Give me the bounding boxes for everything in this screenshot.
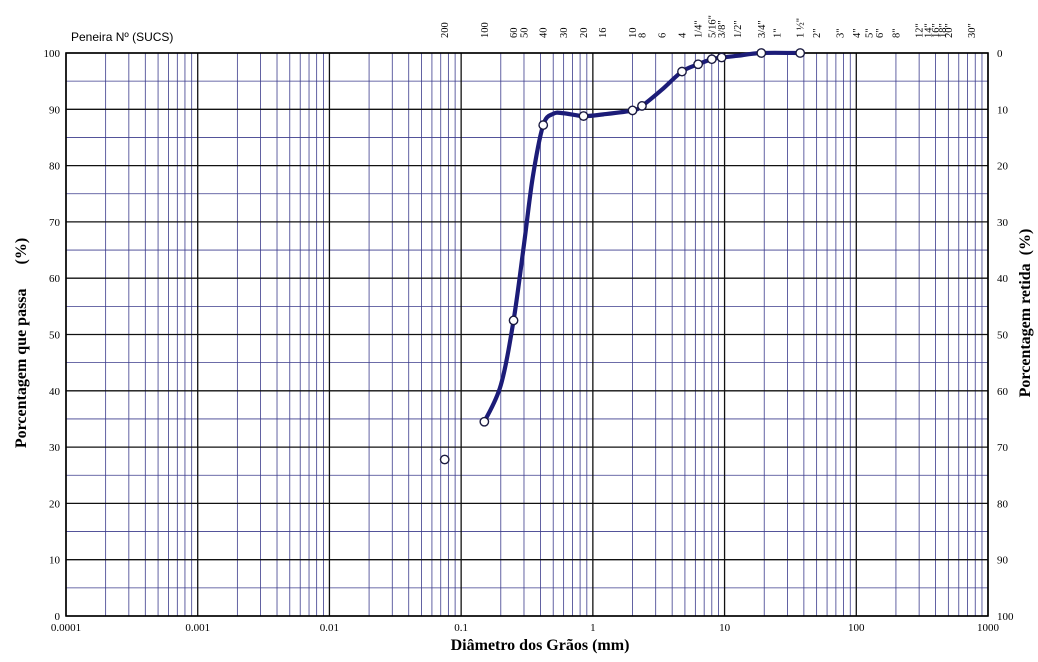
- sieve-label: 4": [852, 28, 863, 38]
- sieve-label: 1": [772, 28, 783, 38]
- sieve-label: 20: [579, 28, 590, 39]
- y-tick-label-left: 90: [49, 104, 61, 116]
- y-tick-label-left: 30: [49, 442, 61, 454]
- y-tick-label-right: 30: [997, 217, 1009, 229]
- x-tick-label: 1000: [977, 622, 1000, 634]
- y-tick-label-right: 40: [997, 273, 1009, 285]
- sieve-label: 3/4": [757, 20, 768, 38]
- data-point: [578, 111, 589, 121]
- sieve-label: 60: [509, 28, 520, 39]
- points-layer: [439, 48, 806, 465]
- data-point: [479, 416, 490, 427]
- data-point: [538, 120, 549, 130]
- plot-border: [65, 52, 989, 617]
- sieve-label: 50: [519, 28, 530, 39]
- sieve-label: 16: [598, 28, 609, 39]
- sieve-label: 20": [944, 23, 955, 38]
- y-tick-label-left: 80: [49, 161, 61, 173]
- sieve-label: 14": [923, 23, 934, 38]
- data-point: [627, 105, 638, 116]
- sieve-label: 2": [812, 28, 823, 38]
- sieve-label: 100: [480, 22, 491, 38]
- sieve-label: 10: [628, 28, 639, 39]
- sieve-label: 3": [835, 28, 846, 38]
- sieve-label: 1 ½": [796, 18, 807, 38]
- sieve-label: 3/8": [717, 20, 728, 38]
- y-tick-label-right: 0: [997, 48, 1003, 60]
- sieve-label: 6": [875, 28, 886, 38]
- y-tick-label-left: 60: [49, 273, 61, 285]
- sieve-label: 12": [915, 23, 926, 38]
- data-point: [439, 454, 450, 465]
- x-tick-label: 10: [719, 622, 731, 634]
- sieve-label: 16": [931, 23, 942, 38]
- sieve-label: 4: [677, 32, 688, 38]
- sieve-label: 200: [440, 22, 451, 38]
- sieve-label: 6: [658, 33, 669, 38]
- x-tick-label: 0.1: [454, 622, 468, 634]
- data-point: [795, 48, 806, 58]
- data-point: [677, 66, 687, 77]
- sieve-label: 8": [891, 28, 902, 38]
- sieve-label: 5/16": [707, 15, 718, 38]
- x-tick-label: 1: [590, 622, 596, 634]
- x-tick-label: 0.001: [185, 622, 210, 634]
- y-tick-label-left: 40: [49, 386, 61, 398]
- y-tick-label-right: 10: [997, 104, 1009, 116]
- y-tick-label-left: 0: [55, 611, 61, 623]
- axis-labels: 0102030405060708090100100908070605040302…: [44, 15, 1015, 634]
- y-tick-label-right: 80: [997, 498, 1009, 510]
- data-point: [716, 52, 727, 63]
- sieve-label: 30": [967, 23, 978, 38]
- x-tick-label: 100: [848, 622, 865, 634]
- data-point: [693, 59, 704, 70]
- x-tick-label: 0.01: [320, 622, 339, 634]
- y-tick-label-right: 70: [997, 442, 1009, 454]
- y-tick-label-left: 10: [49, 555, 61, 567]
- sieve-label: 5": [865, 28, 876, 38]
- sieve-label: 1/2": [733, 20, 744, 38]
- sieve-label: 8: [637, 33, 648, 38]
- y-tick-label-right: 50: [997, 330, 1009, 342]
- data-point: [637, 101, 647, 111]
- y-tick-label-right: 60: [997, 386, 1009, 398]
- data-point: [508, 315, 519, 326]
- x-axis-title: Diâmetro dos Grãos (mm): [451, 637, 630, 654]
- y-axis-title-right: Porcentagem retida (%): [1017, 229, 1034, 398]
- y-axis-title-left: Porcentagem que passa (%): [13, 238, 30, 448]
- sieve-label: 40: [539, 28, 550, 39]
- data-point: [706, 54, 717, 65]
- y-tick-label-right: 20: [997, 161, 1009, 173]
- chart-grid: [65, 52, 989, 617]
- x-tick-label: 0.0001: [51, 622, 81, 634]
- sieve-label: 30: [559, 28, 570, 39]
- y-tick-label-right: 90: [997, 555, 1009, 567]
- sieve-label: 18": [938, 23, 949, 38]
- y-tick-label-left: 70: [49, 217, 61, 229]
- sieve-label: 1/4": [694, 20, 705, 38]
- y-tick-label-left: 20: [49, 498, 61, 510]
- sieve-caption: Peneira Nº (SUCS): [71, 30, 173, 44]
- plot-frame: [65, 52, 989, 617]
- data-point: [756, 48, 767, 58]
- y-tick-label-right: 100: [997, 611, 1014, 623]
- y-tick-label-left: 100: [44, 48, 61, 60]
- y-tick-label-left: 50: [49, 330, 61, 342]
